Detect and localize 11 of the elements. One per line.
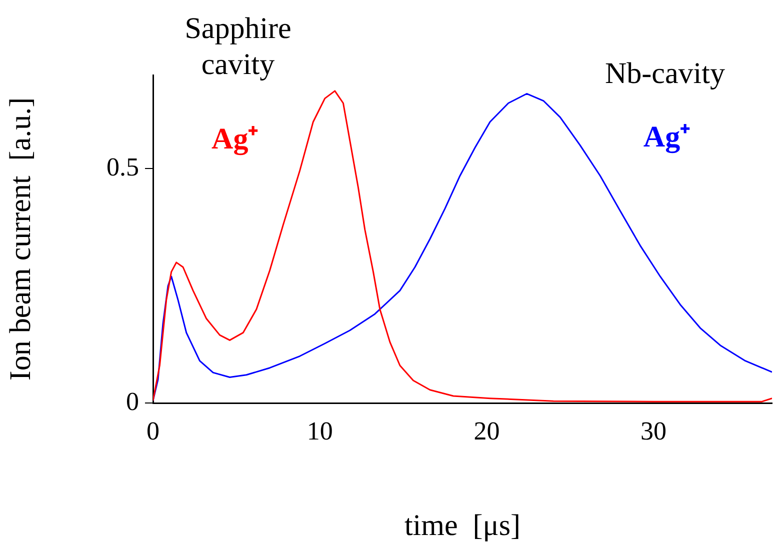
annotation: Sapphire cavity bbox=[184, 12, 292, 81]
x-tick-label: 20 bbox=[474, 416, 500, 446]
y-tick-label: 0.5 bbox=[106, 152, 139, 182]
annotation: Nb-cavity bbox=[605, 56, 725, 90]
y-axis-title: Ion beam current [a.u.] bbox=[4, 97, 37, 381]
x-tick-label: 10 bbox=[306, 416, 333, 446]
series-label: Ag⁺ bbox=[643, 120, 690, 154]
x-axis-title: time [μs] bbox=[404, 508, 521, 542]
x-tick-label: 30 bbox=[640, 416, 667, 446]
x-tick-label: 0 bbox=[146, 416, 160, 446]
series-label: Ag⁺ bbox=[212, 122, 258, 156]
